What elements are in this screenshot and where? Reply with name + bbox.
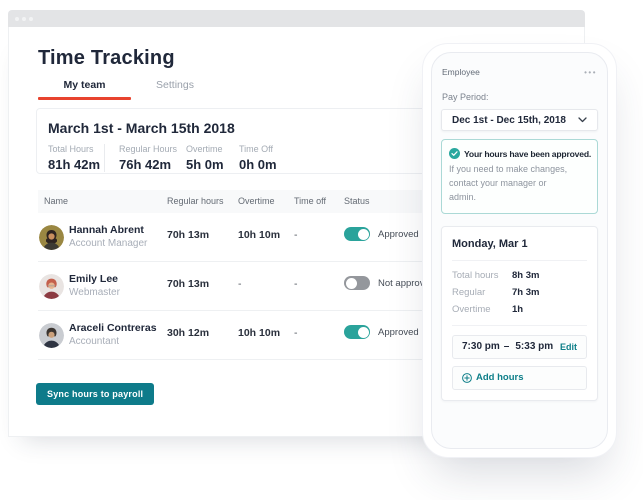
check-circle-icon xyxy=(449,148,460,159)
add-hours-button[interactable]: Add hours xyxy=(452,365,587,390)
status-cell: Approved xyxy=(344,227,419,241)
status-cell: Not approved xyxy=(344,276,435,290)
stat-time-off: Time Off 0h 0m xyxy=(239,144,277,172)
day-stat-total: Total hours 8h 3m xyxy=(452,269,540,281)
phone-mockup: Employee ••• Pay Period: Dec 1st - Dec 1… xyxy=(422,43,617,458)
cell-regular-hours: 70h 13m xyxy=(167,278,210,290)
cell-overtime: - xyxy=(238,278,242,290)
stat-regular-hours: Regular Hours 76h 42m xyxy=(119,144,178,172)
approval-toggle[interactable] xyxy=(344,276,370,290)
employee-name: Araceli Contreras xyxy=(69,322,157,334)
cell-time-off: - xyxy=(294,229,298,241)
header-name: Name xyxy=(44,196,69,206)
stat-total-hours: Total Hours 81h 42m xyxy=(48,144,105,172)
day-stat-overtime: Overtime 1h xyxy=(452,303,524,315)
tab-settings[interactable]: Settings xyxy=(156,79,194,91)
time-entry: 7:30 pm – 5:33 pm Edit xyxy=(452,334,587,359)
header-regular-hours: Regular hours xyxy=(167,196,224,206)
cell-overtime: 10h 10m xyxy=(238,327,281,339)
employee-role: Accountant xyxy=(69,336,120,347)
page-title: Time Tracking xyxy=(38,47,175,69)
day-stat-regular: Regular 7h 3m xyxy=(452,286,540,298)
add-hours-label: Add hours xyxy=(476,372,524,384)
edit-time-link[interactable]: Edit xyxy=(560,341,577,352)
toggle-knob xyxy=(345,277,357,289)
cell-overtime: 10h 10m xyxy=(238,229,281,241)
day-detail-card: Monday, Mar 1 Total hours 8h 3m Regular … xyxy=(441,225,598,401)
tab-my-team[interactable]: My team xyxy=(38,79,131,100)
header-time-off: Time off xyxy=(294,196,327,206)
employee-identity: Araceli Contreras Accountant xyxy=(69,322,157,347)
cell-regular-hours: 70h 13m xyxy=(167,229,210,241)
period-title: March 1st - March 15th 2018 xyxy=(48,120,235,136)
header-overtime: Overtime xyxy=(238,196,275,206)
window-dot-icon xyxy=(15,16,19,21)
cell-time-off: - xyxy=(294,327,298,339)
phone-screen: Employee ••• Pay Period: Dec 1st - Dec 1… xyxy=(431,52,608,449)
window-dot-icon xyxy=(22,16,26,21)
header-status: Status xyxy=(344,196,370,206)
cell-regular-hours: 30h 12m xyxy=(167,327,210,339)
employee-role: Webmaster xyxy=(69,287,120,298)
phone-header: Employee ••• xyxy=(441,63,598,77)
sync-hours-button[interactable]: Sync hours to payroll xyxy=(36,383,155,405)
plus-circle-icon xyxy=(462,372,472,383)
window-dot-icon xyxy=(29,16,33,21)
employee-identity: Hannah Abrent Account Manager xyxy=(69,224,147,249)
status-cell: Approved xyxy=(344,325,419,339)
employee-identity: Emily Lee Webmaster xyxy=(69,273,120,298)
summary-stats: Total Hours 81h 42m Regular Hours 76h 42… xyxy=(48,144,547,172)
status-label: Approved xyxy=(378,326,419,338)
employee-name: Emily Lee xyxy=(69,273,119,285)
approval-toggle[interactable] xyxy=(344,227,370,241)
overflow-menu-icon[interactable]: ••• xyxy=(584,67,597,77)
employee-table: Hannah Abrent Account Manager 70h 13m 10… xyxy=(38,213,559,360)
browser-titlebar xyxy=(8,10,585,27)
status-label: Not approved xyxy=(378,277,436,289)
toggle-knob xyxy=(357,228,369,240)
status-label: Approved xyxy=(378,228,419,240)
approval-toggle[interactable] xyxy=(344,325,370,339)
approval-notice: Your hours have been approved. If you ne… xyxy=(441,139,598,214)
table-row: Emily Lee Webmaster 70h 13m - - Not appr… xyxy=(38,262,559,311)
stat-overtime: Overtime 5h 0m xyxy=(186,144,224,172)
time-end: 5:33 pm xyxy=(515,341,554,353)
divider xyxy=(452,259,587,261)
approval-title: Your hours have been approved. xyxy=(464,148,592,159)
time-separator: – xyxy=(503,341,510,353)
phone-header-title: Employee xyxy=(442,67,480,77)
table-row: Hannah Abrent Account Manager 70h 13m 10… xyxy=(38,213,559,262)
chevron-down-icon xyxy=(578,117,587,123)
table-row: Araceli Contreras Accountant 30h 12m 10h… xyxy=(38,311,559,360)
cell-time-off: - xyxy=(294,278,298,290)
pay-period-select[interactable]: Dec 1st - Dec 15th, 2018 xyxy=(441,109,598,131)
approval-body: If you need to make changes, contact you… xyxy=(449,164,568,202)
approval-notice-headline: Your hours have been approved. xyxy=(449,148,592,159)
avatar xyxy=(39,225,64,250)
time-start: 7:30 pm xyxy=(462,341,500,353)
employee-name: Hannah Abrent xyxy=(69,224,144,236)
avatar xyxy=(39,323,64,348)
divider xyxy=(452,324,587,326)
tab-bar: My team Settings xyxy=(38,79,205,100)
pay-period-value: Dec 1st - Dec 15th, 2018 xyxy=(452,114,566,126)
avatar xyxy=(39,274,64,299)
employee-role: Account Manager xyxy=(69,238,148,249)
toggle-knob xyxy=(357,326,369,338)
pay-period-label: Pay Period: xyxy=(442,92,489,102)
day-title: Monday, Mar 1 xyxy=(452,237,528,250)
